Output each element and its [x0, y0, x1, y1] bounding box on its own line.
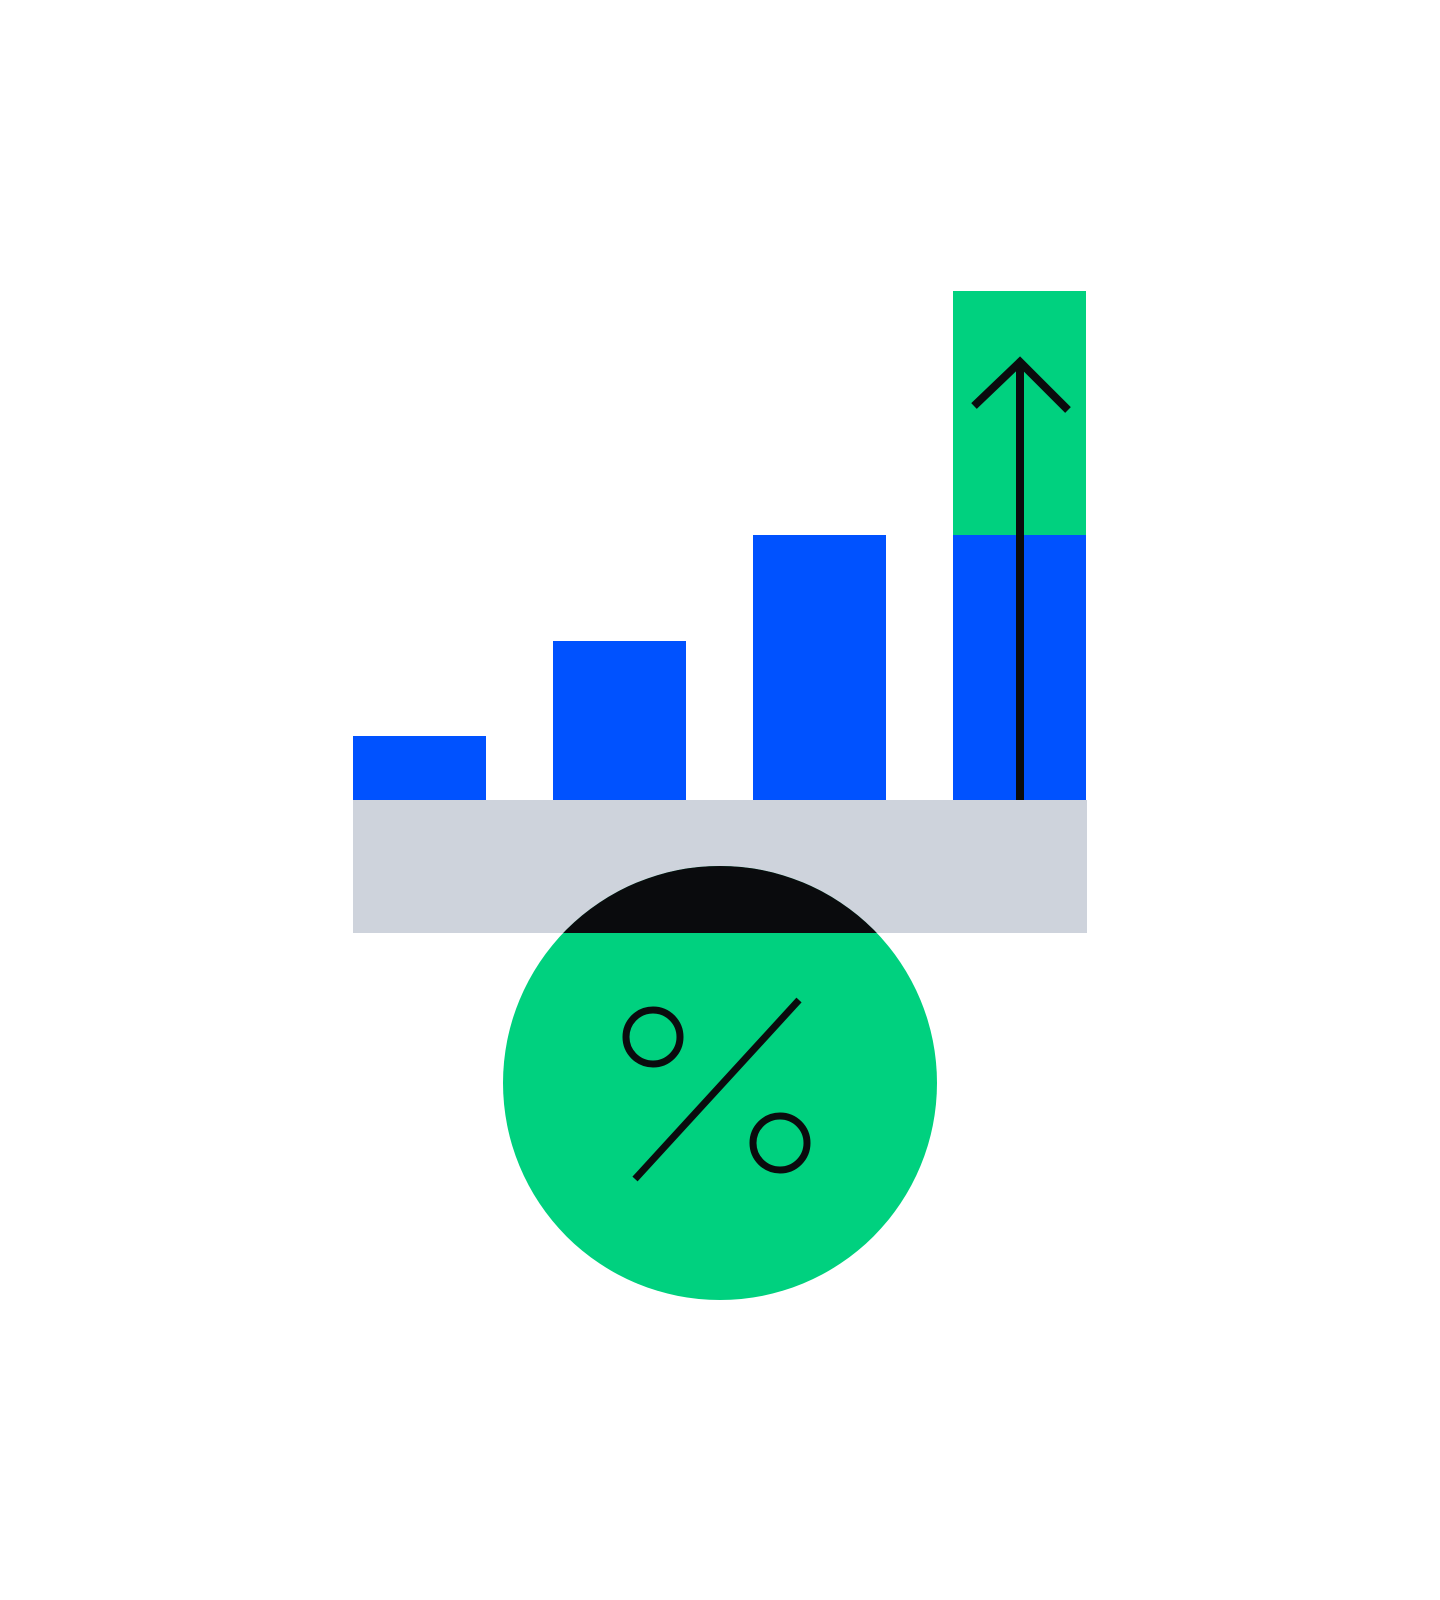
percent-icon [622, 997, 811, 1182]
bar-chart-icon [353, 291, 1086, 800]
arrow-head [971, 356, 1071, 413]
percent-dot-top [622, 1006, 684, 1068]
bar-3 [753, 535, 886, 800]
bar-2 [553, 641, 686, 800]
percent-dot-bottom [749, 1112, 811, 1174]
percent-slash [632, 997, 802, 1182]
arrow-up-icon [971, 356, 1071, 800]
bar-1 [353, 736, 486, 800]
